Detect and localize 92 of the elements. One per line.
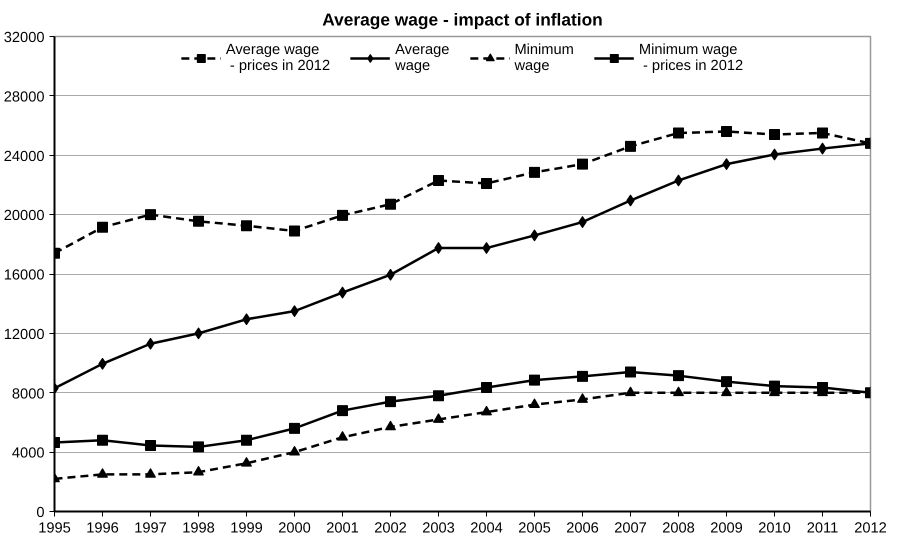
point xyxy=(145,209,156,220)
point xyxy=(434,242,443,254)
point xyxy=(98,358,107,370)
point xyxy=(433,174,444,186)
x-tick-label: 2004 xyxy=(470,520,503,536)
point xyxy=(529,374,540,386)
point xyxy=(385,198,396,210)
point xyxy=(481,406,492,416)
point xyxy=(433,413,444,423)
point xyxy=(289,446,300,456)
point xyxy=(770,148,779,161)
x-tick-label: 2010 xyxy=(758,520,791,536)
point xyxy=(338,286,347,299)
point xyxy=(722,158,731,170)
x-tick-label: 2006 xyxy=(566,520,599,536)
point xyxy=(290,305,299,318)
point xyxy=(193,466,204,476)
point xyxy=(193,216,204,227)
x-tick-label: 2001 xyxy=(326,520,359,536)
point xyxy=(97,468,108,478)
point xyxy=(673,386,684,396)
point xyxy=(194,327,203,340)
point xyxy=(433,390,444,402)
point xyxy=(673,127,684,138)
chart-title: Average wage - impact of inflation xyxy=(322,10,603,30)
y-tick-label: 8000 xyxy=(12,386,45,402)
point xyxy=(626,194,635,207)
point xyxy=(674,174,683,186)
point xyxy=(529,166,540,178)
legend-label: Average wage xyxy=(395,41,450,76)
point xyxy=(721,376,732,388)
y-tick-label: 28000 xyxy=(4,89,45,106)
y-tick-label: 4000 xyxy=(12,446,45,462)
point xyxy=(817,127,828,138)
point xyxy=(97,434,108,446)
point xyxy=(146,338,155,350)
y-tick-label: 12000 xyxy=(4,326,45,343)
point xyxy=(482,242,491,254)
x-tick-label: 2000 xyxy=(278,520,311,536)
point xyxy=(241,434,252,446)
point xyxy=(145,440,156,451)
point xyxy=(577,158,588,170)
point xyxy=(289,422,300,434)
point xyxy=(721,126,732,137)
point xyxy=(818,142,827,155)
x-tick-label: 2007 xyxy=(614,520,647,536)
point xyxy=(241,220,252,232)
point xyxy=(769,128,780,140)
point xyxy=(337,405,348,416)
point xyxy=(578,216,587,228)
point xyxy=(673,370,684,382)
x-tick-label: 2012 xyxy=(854,520,887,536)
x-tick-label: 2002 xyxy=(374,520,407,536)
x-tick-label: 2005 xyxy=(518,520,551,536)
x-tick-label: 1996 xyxy=(86,520,119,536)
legend-label: Minimum wage xyxy=(514,41,574,76)
point xyxy=(625,386,636,396)
x-tick-label: 2009 xyxy=(710,520,743,536)
point xyxy=(385,396,396,408)
point xyxy=(289,225,300,236)
x-tick-label: 2003 xyxy=(422,520,455,536)
legend-label: Minimum wage - prices in 2012 xyxy=(638,41,744,76)
x-tick-label: 1998 xyxy=(182,520,215,536)
y-tick-label: 32000 xyxy=(4,30,45,46)
point xyxy=(721,386,732,396)
y-tick-label: 0 xyxy=(36,505,45,521)
point xyxy=(242,313,251,326)
point xyxy=(577,393,588,403)
point xyxy=(481,178,492,189)
point xyxy=(577,370,588,382)
y-tick-label: 24000 xyxy=(4,148,45,165)
point xyxy=(337,431,348,441)
point xyxy=(385,420,396,430)
point xyxy=(97,222,108,233)
point xyxy=(481,382,492,394)
point xyxy=(241,456,252,467)
point xyxy=(625,140,636,152)
point xyxy=(625,366,636,378)
point xyxy=(337,210,348,221)
point xyxy=(193,441,204,452)
point xyxy=(530,229,539,242)
legend-label: Average wage - prices in 2012 xyxy=(226,41,330,76)
point xyxy=(529,398,540,408)
y-tick-label: 20000 xyxy=(4,208,45,224)
point xyxy=(145,468,156,478)
x-tick-label: 1999 xyxy=(230,520,263,536)
x-tick-label: 2008 xyxy=(662,520,695,536)
x-tick-label: 2011 xyxy=(806,520,838,536)
x-tick-label: 1995 xyxy=(38,520,71,536)
y-tick-label: 16000 xyxy=(4,268,45,284)
x-tick-label: 1997 xyxy=(134,520,167,536)
point xyxy=(386,268,395,281)
